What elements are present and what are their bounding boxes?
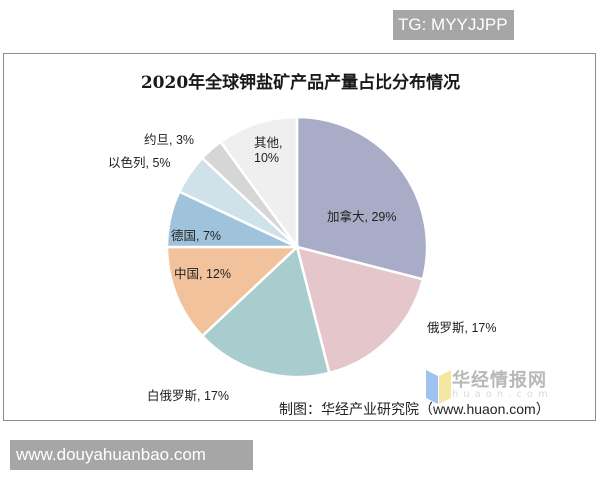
chart-source: 制图：华经产业研究院（www.huaon.com） — [279, 401, 550, 417]
label-other-name: 其他, — [254, 136, 283, 150]
label-other-value: 10% — [254, 151, 280, 165]
chart-title: 2020年全球钾盐矿产品产量占比分布情况 — [140, 73, 461, 93]
pie-slice-1 — [295, 245, 425, 375]
pie-slice-7 — [218, 115, 299, 251]
label-canada: 加拿大, 29% — [327, 210, 397, 224]
chart-frame: 2020年全球钾盐矿产品产量占比分布情况 加拿大, 29% 俄罗斯, 17% 白… — [3, 53, 596, 421]
logo-text: 华经情报网 — [452, 370, 547, 391]
pie-slice-3 — [165, 245, 301, 338]
label-russia: 俄罗斯, 17% — [427, 321, 497, 335]
label-china: 中国, 12% — [174, 267, 231, 281]
label-belarus: 白俄罗斯, 17% — [147, 389, 229, 403]
label-germany: 德国, 7% — [171, 229, 222, 243]
pie-slice-0 — [295, 115, 429, 281]
watermark-bottom: www.douyahuanbao.com — [10, 440, 253, 470]
label-jordan: 约旦, 3% — [144, 133, 195, 147]
logo-subtext: huaon.com — [452, 389, 553, 400]
huaon-logo-icon — [426, 370, 451, 404]
pie-chart — [165, 115, 429, 379]
watermark-top: TG: MYYJJPP — [393, 10, 514, 40]
pie-slice-2 — [200, 244, 331, 379]
label-israel: 以色列, 5% — [108, 156, 171, 170]
